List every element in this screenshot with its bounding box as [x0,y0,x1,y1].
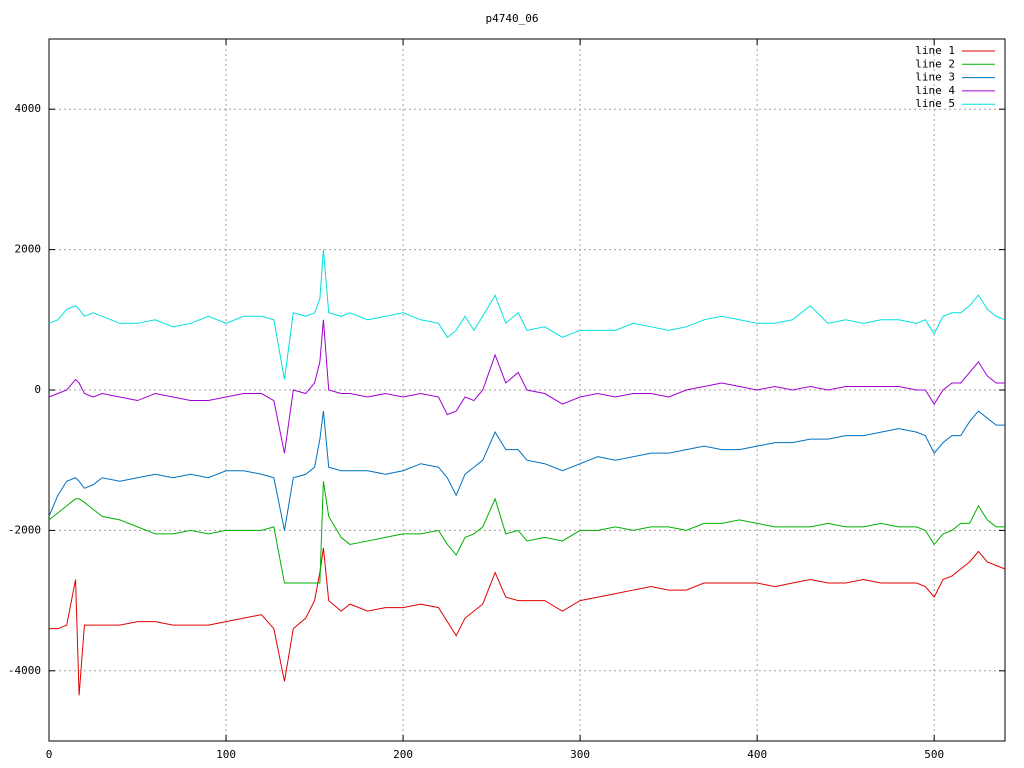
x-tick-label: 0 [46,748,53,761]
x-tick-label: 400 [747,748,767,761]
plot-frame [48,38,1006,742]
y-tick-label: -2000 [8,523,41,536]
legend-label: line 1 [915,44,955,57]
y-tick-label: -4000 [8,664,41,677]
chart-title: p4740_06 [486,12,539,25]
x-tick-label: 100 [216,748,236,761]
legend-label: line 3 [915,71,955,84]
legend-label: line 4 [915,84,955,97]
data-line [48,249,1006,380]
x-tick-label: 200 [393,748,413,761]
x-tick-label: 500 [924,748,944,761]
data-line [48,410,1005,531]
y-tick-label: 4000 [15,102,42,115]
y-tick-label: 2000 [15,243,42,256]
x-tick-label: 300 [570,748,590,761]
data-line [48,481,1005,584]
data-line [48,319,1005,454]
data-line [49,547,1006,696]
y-tick-label: 0 [34,383,41,396]
legend-label: line 5 [915,97,955,110]
legend-label: line 2 [915,57,955,70]
